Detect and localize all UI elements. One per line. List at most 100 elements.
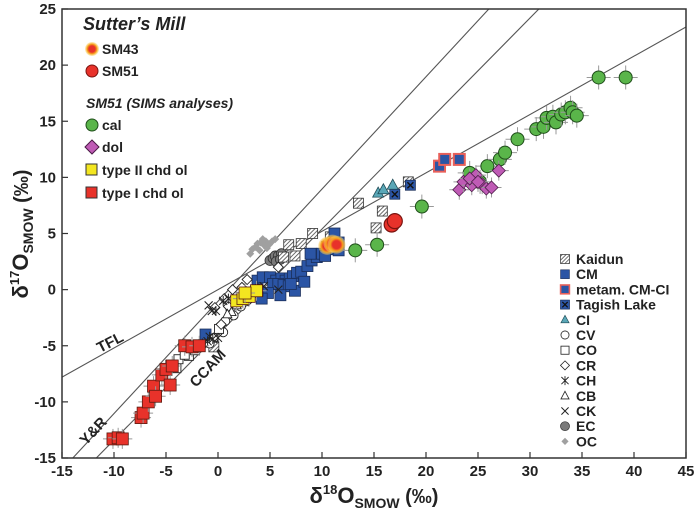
legend-item-ck: CK [561,403,596,419]
legend-marker [560,345,570,355]
data-point-kaidun [278,251,289,263]
legend-item-cm: CM [560,266,598,282]
sm43-marker-icon [85,42,99,56]
y-tick-label: -5 [43,338,56,355]
data-point-cr [215,318,227,331]
x-tick-label: -10 [103,463,125,480]
circle-marker [370,237,385,252]
legend-marker [560,299,570,310]
legend-item-type-ii-chd-ol: type II chd ol [85,162,188,178]
square-marker [192,339,206,353]
data-point-kaidun [295,238,307,250]
data-point-cb [222,308,233,319]
data-point-cal [564,103,589,128]
y-tick-label: 10 [39,169,56,186]
data-point-ck [207,306,217,316]
series-typei [102,335,210,449]
data-point-cal [475,154,500,179]
y-axis: -15 -10 -5 0 5 10 15 20 25 [34,1,68,467]
legend-label-tagish: Tagish Lake [576,297,656,313]
data-point-oc [262,244,271,253]
legend-item-metamcmci: metam. CM-CI [559,281,669,297]
data-point-cal [505,127,530,152]
square-marker [149,389,163,403]
data-point-sm51 [386,213,403,230]
data-point-kaidun [289,250,301,262]
yr-label: Y&R [76,414,110,449]
legend-sutters-mill: Sutter’s Mill SM43 SM51 SM51 (SIMS analy… [83,14,233,201]
legend-label-cm: CM [576,266,598,282]
series-dol [449,160,509,200]
legend-marker [560,314,570,324]
data-point-sm43 [327,235,346,254]
square-marker [136,406,150,420]
legend-marker [560,421,570,432]
legend-label-type-ii: type II chd ol [102,162,188,178]
data-point-tagish [389,188,401,200]
series-cm [199,227,345,341]
data-point-typei [112,428,133,449]
metamcmci-marker-icon [559,284,571,295]
square-x-cross [391,190,399,198]
legend-label-ec: EC [576,418,595,434]
y-axis-label: δ17OSMOW (‰) [7,170,36,299]
x-tick-label: 5 [266,463,274,480]
data-point-kaidun [352,197,364,209]
data-point-cm [304,247,317,260]
data-point-metamcmci [438,152,452,166]
legend-marker [559,360,571,371]
legend-label-cv: CV [576,327,596,343]
legend-item-cal: cal [85,117,121,133]
circle-marker [569,108,584,123]
legend-item-type-i-chd-ol: type I chd ol [85,185,184,201]
x-tick-label: 20 [418,463,435,480]
data-point-cal [365,232,390,257]
data-point-dol [488,160,509,181]
series-metamcmci [433,152,466,173]
sm51-marker-icon [85,64,99,78]
y-tick-label: -15 [34,450,56,467]
x-tick-label: 40 [626,463,643,480]
data-point-ch [213,332,223,343]
legend-marker [560,254,570,264]
legend-label-co: CO [576,342,597,358]
dol-marker-icon [84,139,100,155]
data-point-typeii [246,280,267,301]
legend-label-dol: dol [102,139,123,155]
ci-marker-icon [560,314,570,324]
legend-item-sm51: SM51 [85,63,139,79]
circle-marker [591,70,606,85]
diamond-marker [470,174,486,189]
cv-marker-icon [560,330,570,340]
y-tick-label: 15 [39,113,56,130]
legend-item-cb: CB [560,388,596,404]
legend-item-cr: CR [559,357,596,373]
data-point-oc [246,249,255,258]
x-tick-label: 10 [314,463,331,480]
legend-label-ch: CH [576,373,596,389]
data-point-cal [343,238,368,263]
data-point-oc [271,235,280,244]
reference-line-yr [72,9,490,458]
x-tick-label: -5 [159,463,172,480]
legend-label-sm43: SM43 [102,41,139,57]
square-marker [250,284,263,298]
y-tick-label: 25 [39,1,56,18]
legend-item-kaidun: Kaidun [560,251,623,267]
legend-item-dol: dol [84,139,123,155]
legend-label-type-i: type I chd ol [102,185,184,201]
square-x-cross [561,301,569,308]
data-point-ch [211,305,221,316]
data-point-oc [255,246,264,255]
data-point-kaidun [283,239,295,251]
co-marker-icon [560,345,570,355]
series-ci [371,178,399,198]
square-marker [165,359,179,373]
x-tick-label: 35 [574,463,591,480]
legend-label-sm51: SM51 [102,63,139,79]
x-axis-label: δ18OSMOW (‰) [310,482,439,511]
data-point-typei [162,355,183,376]
data-point-dol [481,177,502,198]
